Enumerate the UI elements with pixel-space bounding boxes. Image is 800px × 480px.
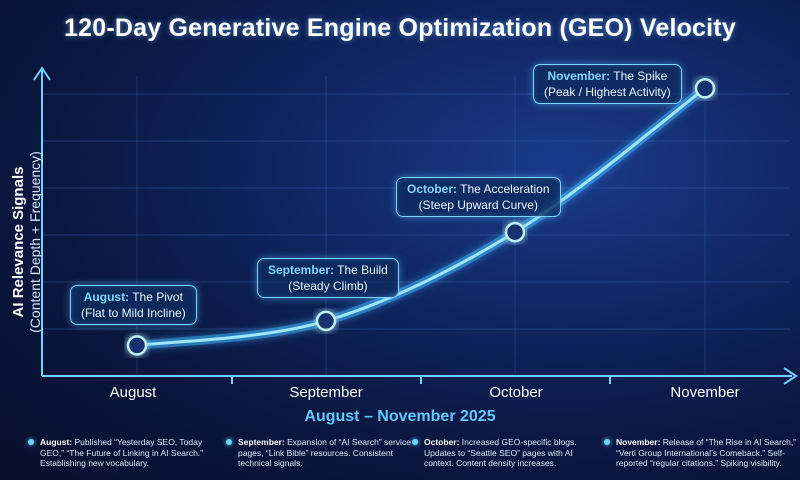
x-axis-title: August – November 2025	[304, 408, 496, 425]
grid	[42, 76, 790, 376]
callout-august: August: The Pivot (Flat to Mild Incline)	[70, 285, 197, 325]
series-line	[136, 87, 706, 347]
note-key: November:	[616, 437, 661, 447]
callout-detail: (Steady Climb)	[288, 279, 368, 293]
data-point-october	[504, 221, 526, 243]
y-axis-label-line1: AI Relevance Signals	[10, 166, 27, 318]
data-point-november	[694, 78, 716, 99]
callout-month: August:	[83, 290, 130, 304]
note-text: Published “Yesterday SEO, Today GEO,” “T…	[40, 437, 203, 468]
callout-phase: The Acceleration	[460, 182, 550, 196]
note-text: Increased GEO-specific blogs. Updates to…	[424, 437, 577, 468]
note-september: September: Expansion of “AI Search” serv…	[226, 437, 413, 469]
bullet-icon	[226, 439, 232, 445]
chart-title: 120-Day Generative Engine Optimization (…	[64, 14, 736, 42]
data-point-september	[315, 310, 337, 332]
callout-phase: The Build	[337, 263, 388, 277]
y-axis-label-line2: (Content Depth + Frequency)	[27, 151, 43, 333]
note-key: September:	[238, 437, 285, 447]
callout-month: November:	[547, 69, 611, 83]
x-axis-ticks	[231, 376, 611, 384]
x-tick-label-october: October	[489, 384, 543, 401]
callout-phase: The Pivot	[132, 290, 183, 304]
bullet-icon	[412, 439, 418, 445]
note-text: Expansion of “AI Search” service pages, …	[238, 437, 411, 468]
data-point-august	[126, 335, 148, 356]
note-key: August:	[40, 437, 73, 447]
callout-detail: (Peak / Highest Activity)	[544, 85, 671, 99]
callout-october: October: The Acceleration (Steep Upward …	[396, 177, 561, 217]
y-axis-arrow	[33, 66, 51, 81]
note-november: November: Release of “The Rise in AI Sea…	[604, 437, 800, 469]
callout-month: September:	[268, 263, 335, 277]
x-tick-label-august: August	[109, 384, 157, 401]
callout-september: September: The Build (Steady Climb)	[257, 258, 399, 298]
x-tick-label-november: November	[670, 384, 740, 401]
y-axis-label: AI Relevance Signals (Content Depth + Fr…	[10, 122, 43, 362]
bullet-icon	[28, 439, 34, 445]
note-august: August: Published “Yesterday SEO, Today …	[28, 437, 215, 469]
note-october: October: Increased GEO-specific blogs. U…	[412, 437, 599, 469]
callout-month: October:	[407, 182, 458, 196]
bullet-icon	[604, 439, 610, 445]
callout-detail: (Steep Upward Curve)	[418, 198, 538, 212]
callout-detail: (Flat to Mild Incline)	[81, 306, 186, 320]
x-tick-label-september: September	[289, 384, 363, 401]
callout-phase: The Spike	[613, 69, 668, 83]
callout-november: November: The Spike (Peak / Highest Acti…	[533, 64, 682, 104]
note-text: Release of “The Rise in AI Search,” “Ver…	[616, 437, 797, 468]
data-points	[126, 78, 716, 356]
x-axis-arrow	[783, 367, 798, 385]
note-key: October:	[424, 437, 460, 447]
